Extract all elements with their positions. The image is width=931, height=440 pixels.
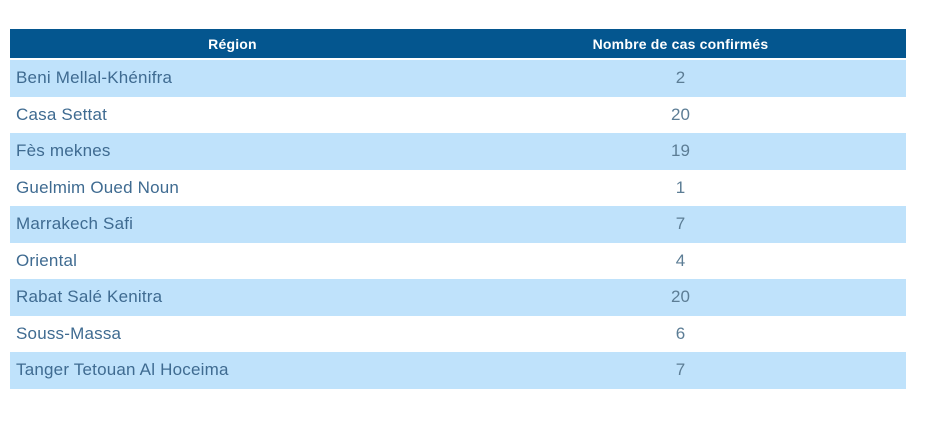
column-header-region: Région: [208, 35, 257, 52]
region-cell: Rabat Salé Kenitra: [16, 287, 163, 307]
cases-cell: 6: [675, 323, 686, 343]
table-row: Oriental 4: [10, 242, 906, 279]
cases-cell: 20: [671, 287, 690, 307]
cases-cell: 19: [671, 141, 690, 161]
region-cell: Beni Mellal-Khénifra: [16, 68, 173, 88]
table-row: Rabat Salé Kenitra 20: [10, 279, 906, 316]
column-header-cases: Nombre de cas confirmés: [592, 35, 769, 52]
region-cell: Oriental: [16, 250, 78, 270]
cases-cell: 1: [675, 177, 686, 197]
table-header-row: Région Nombre de cas confirmés: [10, 29, 906, 60]
table-row: Marrakech Safi 7: [10, 206, 906, 243]
region-cell: Souss-Massa: [16, 323, 122, 343]
cases-cell: 2: [675, 68, 686, 88]
table-row: Tanger Tetouan Al Hoceima 7: [10, 352, 906, 389]
region-cell: Marrakech Safi: [16, 214, 134, 234]
table-row: Souss-Massa 6: [10, 315, 906, 352]
cases-cell: 7: [675, 214, 686, 234]
table-row: Beni Mellal-Khénifra 2: [10, 60, 906, 97]
table-row: Fès meknes 19: [10, 133, 906, 170]
cases-cell: 7: [675, 360, 686, 380]
table-row: Casa Settat 20: [10, 96, 906, 133]
region-cell: Casa Settat: [16, 104, 108, 124]
cases-cell: 20: [671, 104, 690, 124]
region-cell: Tanger Tetouan Al Hoceima: [16, 360, 229, 380]
table-row: Guelmim Oued Noun 1: [10, 169, 906, 206]
confirmed-cases-table: Région Nombre de cas confirmés Beni Mell…: [10, 29, 906, 389]
table-body: Beni Mellal-Khénifra 2 Casa Settat 20 Fès me…: [10, 60, 906, 389]
region-cell: Fès meknes: [16, 141, 111, 161]
region-cell: Guelmim Oued Noun: [16, 177, 180, 197]
cases-cell: 4: [675, 250, 686, 270]
